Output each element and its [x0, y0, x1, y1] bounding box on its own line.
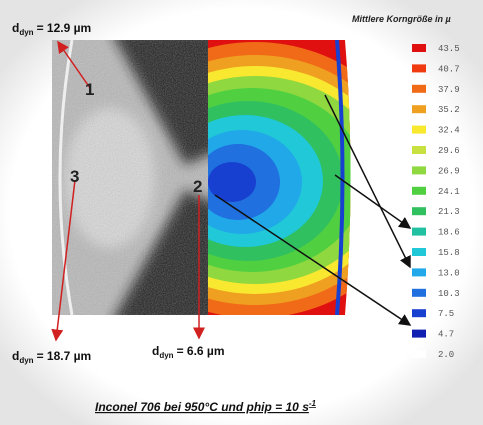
legend-swatch: [412, 248, 426, 256]
legend-swatch: [412, 350, 426, 358]
legend-label: 18.6: [438, 228, 460, 238]
legend-label: 13.0: [438, 268, 460, 278]
legend-label: 10.3: [438, 289, 460, 299]
legend-label: 21.3: [438, 207, 460, 217]
legend-title: Mittlere Korngröße in µ: [352, 14, 451, 24]
legend-swatch: [412, 268, 426, 276]
legend-swatch: [412, 289, 426, 297]
figure: 1 2 3 ddyn= 12.9 µm ddyn= 18.7 µm ddyn= …: [0, 0, 483, 425]
point-label: 3: [70, 167, 79, 186]
legend-swatch: [412, 309, 426, 317]
legend-swatch: [412, 187, 426, 195]
point-label: 1: [85, 80, 94, 99]
legend-swatch: [412, 126, 426, 134]
legend-label: 29.6: [438, 146, 460, 156]
legend-swatch: [412, 146, 426, 154]
legend-swatch: [412, 85, 426, 93]
legend-swatch: [412, 228, 426, 236]
legend-label: 40.7: [438, 64, 460, 74]
caption: Inconel 706 bei 950°C und phip = 10 s-1: [95, 399, 317, 414]
legend-swatch: [412, 166, 426, 174]
legend-swatch: [412, 207, 426, 215]
legend-label: 37.9: [438, 85, 460, 95]
legend-label: 43.5: [438, 44, 460, 54]
legend-swatch: [412, 64, 426, 72]
legend-label: 7.5: [438, 309, 454, 319]
legend-label: 15.8: [438, 248, 460, 258]
legend-label: 24.1: [438, 187, 460, 197]
legend-label: 35.2: [438, 105, 460, 115]
point-label: 2: [193, 177, 202, 196]
legend-label: 4.7: [438, 330, 454, 340]
legend-label: 2.0: [438, 350, 454, 360]
legend-label: 26.9: [438, 166, 460, 176]
legend-swatch: [412, 44, 426, 52]
legend-label: 32.4: [438, 126, 460, 136]
legend-swatch: [412, 330, 426, 338]
legend-swatch: [412, 105, 426, 113]
